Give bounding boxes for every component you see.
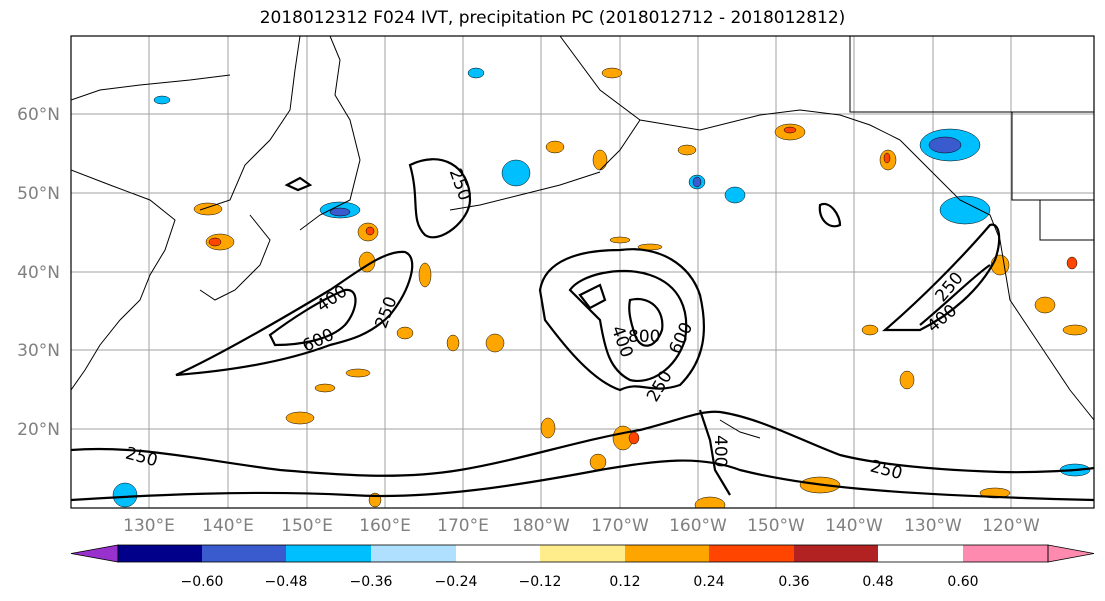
colorbar-tick-label: −0.12: [519, 574, 562, 590]
lon-label: 170°E: [437, 516, 489, 536]
colorbar-segment: [794, 545, 878, 562]
longitude-labels: 130°E 140°E 150°E 160°E 170°E 180°W 170°…: [123, 516, 1040, 536]
colorbar-segment: [118, 545, 202, 562]
colorbar-segment: [371, 545, 456, 562]
lat-label: 60°N: [17, 105, 60, 125]
colorbar-segment: [540, 545, 625, 562]
lon-label: 160°E: [359, 516, 411, 536]
lon-label: 160°W: [669, 516, 727, 536]
lon-label: 150°E: [281, 516, 333, 536]
lon-label: 180°W: [512, 516, 570, 536]
lon-label: 120°W: [982, 516, 1040, 536]
colorbar-extend-low: [70, 544, 119, 563]
colorbar-segment: [709, 545, 794, 562]
lon-label: 170°W: [591, 516, 649, 536]
lon-label: 130°E: [123, 516, 175, 536]
colorbar-tick-label: −0.36: [350, 574, 393, 590]
lat-label: 30°N: [17, 341, 60, 361]
map-title: 2018012312 F024 IVT, precipitation PC (2…: [259, 8, 846, 28]
colorbar-segment: [286, 545, 371, 562]
colorbar-tick-label: −0.48: [265, 574, 308, 590]
colorbar-tick-labels: −0.60 −0.48 −0.36 −0.24 −0.12 0.12 0.24 …: [181, 574, 979, 590]
colorbar: [70, 544, 1095, 563]
contour-label: 800: [628, 327, 660, 347]
latitude-labels: 60°N 50°N 40°N 30°N 20°N: [17, 105, 60, 440]
lon-label: 140°E: [202, 516, 254, 536]
colorbar-frame: [117, 544, 1049, 563]
colorbar-tick-label: 0.36: [778, 574, 809, 590]
colorbar-tick-label: 0.24: [693, 574, 724, 590]
colorbar-tick-label: −0.24: [435, 574, 478, 590]
colorbar-segment: [625, 545, 709, 562]
colorbar-tick-label: 0.12: [609, 574, 640, 590]
lon-label: 150°W: [747, 516, 805, 536]
colorbar-segment: [202, 545, 286, 562]
contour-label: 400: [710, 435, 730, 467]
lon-label: 140°W: [825, 516, 883, 536]
colorbar-tick-label: −0.60: [181, 574, 224, 590]
colorbar-segment: [963, 545, 1048, 562]
lon-label: 130°W: [904, 516, 962, 536]
colorbar-extend-high: [1047, 544, 1095, 563]
map-frame: [70, 35, 1095, 509]
coastlines: [71, 36, 1094, 439]
lat-label: 20°N: [17, 420, 60, 440]
lat-label: 40°N: [17, 263, 60, 283]
gridlines: [71, 36, 1094, 508]
colorbar-segment: [456, 545, 540, 562]
colorbar-tick-label: 0.60: [947, 574, 978, 590]
lat-label: 50°N: [17, 184, 60, 204]
ivt-contours: [71, 158, 1094, 502]
colorbar-tick-label: 0.48: [862, 574, 893, 590]
